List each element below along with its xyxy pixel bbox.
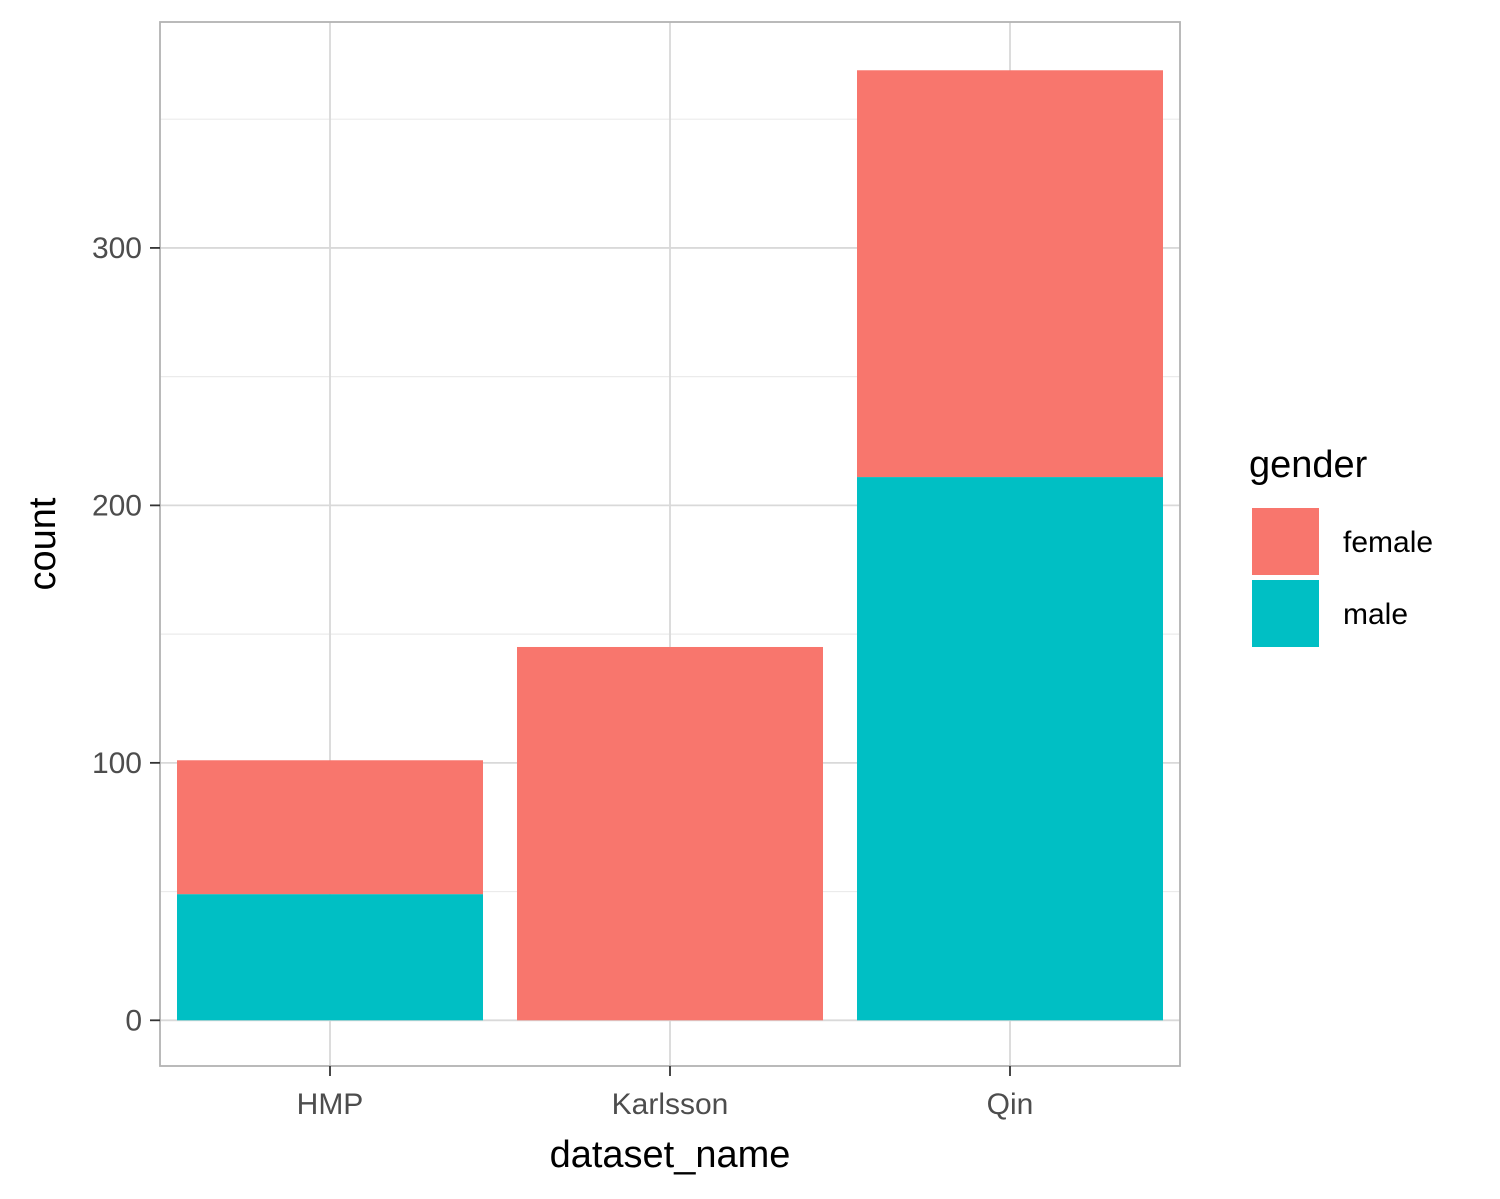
legend-key-male	[1252, 580, 1319, 647]
bar-qin-female	[857, 70, 1163, 478]
y-axis-title: count	[22, 497, 64, 590]
bar-karlsson-female	[517, 646, 823, 1021]
y-tick-label: 100	[92, 747, 142, 780]
legend-label-male: male	[1343, 598, 1408, 631]
x-axis: HMP Karlsson Qin	[297, 1066, 1034, 1121]
y-tick-label: 0	[125, 1004, 142, 1037]
x-tick-label: Karlsson	[612, 1088, 729, 1121]
bars	[177, 70, 1163, 1021]
legend-key-female	[1252, 508, 1319, 575]
bar-hmp-female	[177, 760, 483, 895]
x-tick-label: HMP	[297, 1088, 364, 1121]
legend-title: gender	[1249, 444, 1368, 486]
y-tick-label: 200	[92, 489, 142, 522]
y-axis: 0 100 200 300	[92, 232, 160, 1037]
legend-label-female: female	[1343, 526, 1433, 559]
bar-hmp-male	[177, 894, 483, 1021]
legend: gender female male	[1249, 444, 1433, 647]
x-tick-label: Qin	[987, 1088, 1034, 1121]
y-tick-label: 300	[92, 232, 142, 265]
x-axis-title: dataset_name	[550, 1134, 791, 1176]
bar-qin-male	[857, 477, 1163, 1021]
